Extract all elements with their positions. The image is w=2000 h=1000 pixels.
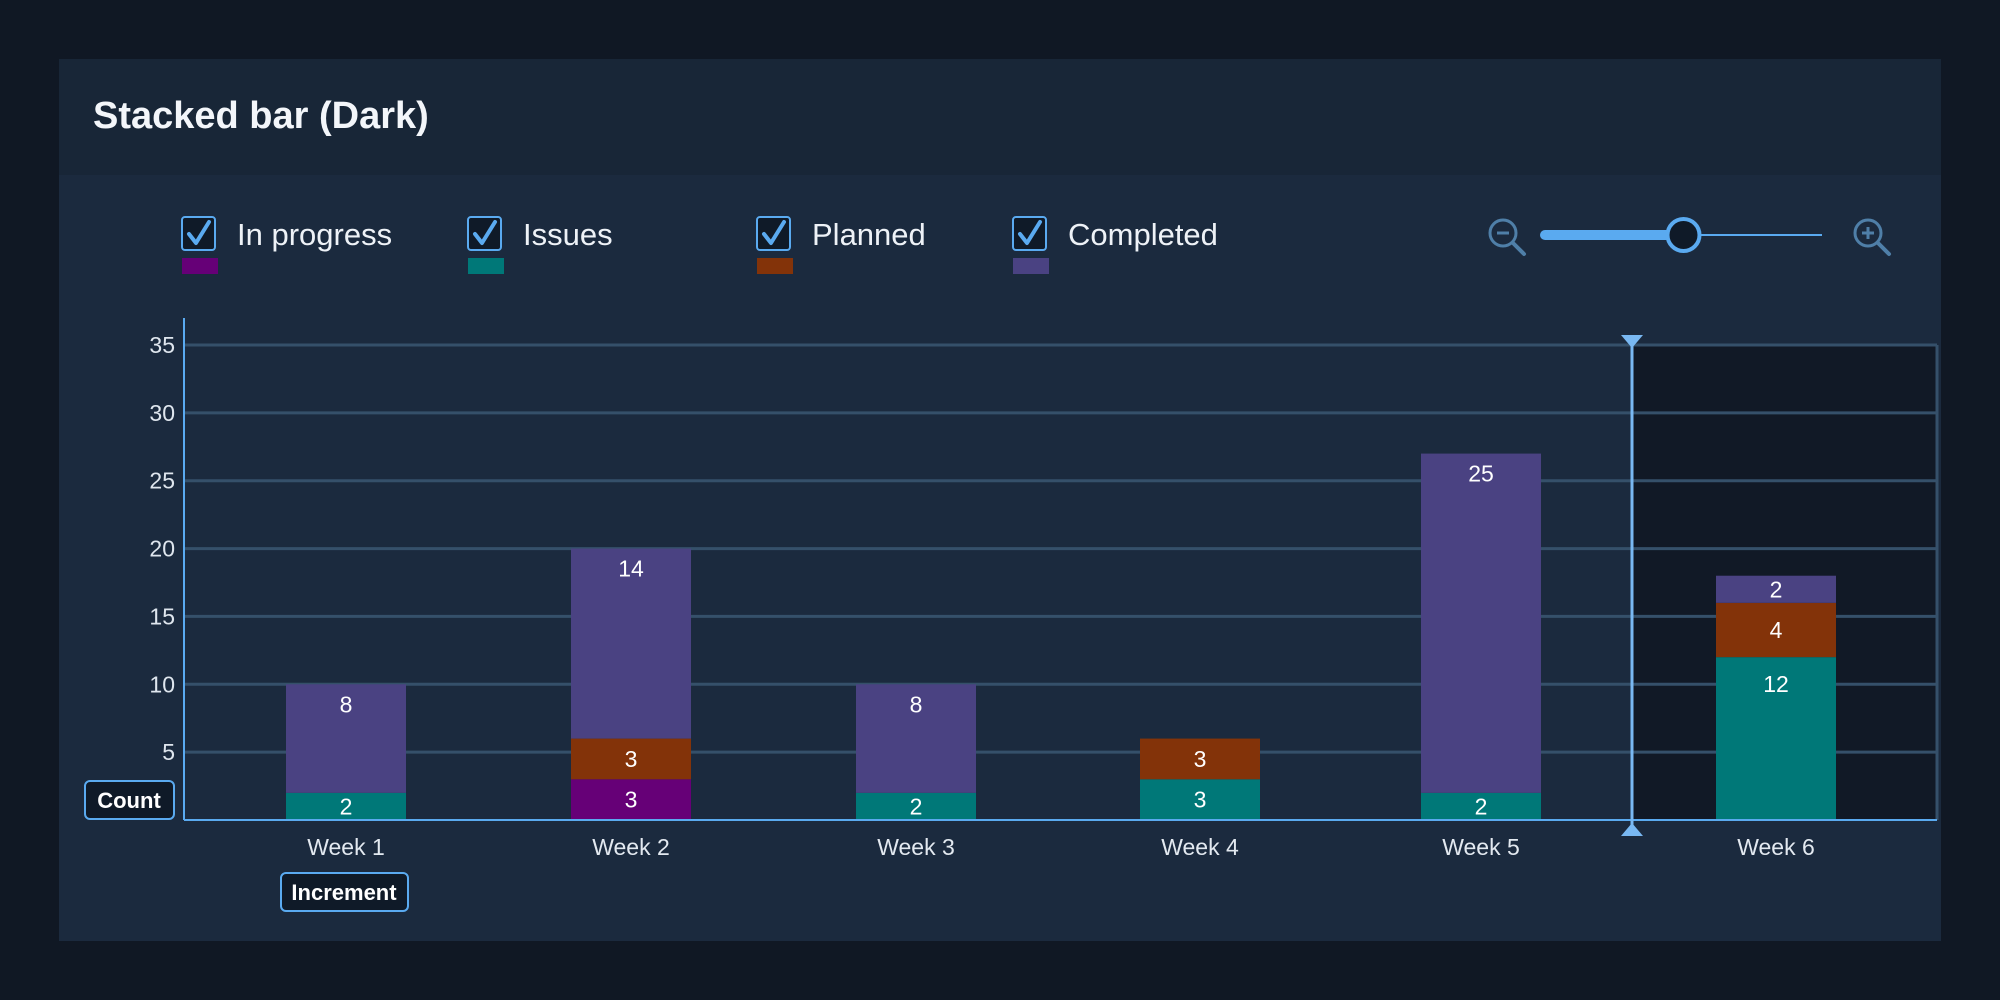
data-label-week-2-completed: 14 — [618, 556, 644, 582]
data-label-week-3-completed: 8 — [910, 691, 923, 717]
bar-week-4-issues[interactable] — [1140, 779, 1260, 820]
data-label-week-5-completed: 25 — [1468, 461, 1494, 487]
x-tick-label-week-5: Week 5 — [1442, 834, 1520, 860]
legend-in-progress-label: In progress — [237, 217, 392, 252]
zoom-slider-thumb[interactable] — [1665, 217, 1702, 253]
x-tick-label-week-4: Week 4 — [1161, 834, 1239, 860]
data-label-week-2-planned: 3 — [625, 746, 638, 772]
bar-week-3-issues[interactable] — [856, 792, 976, 820]
x-tick-label-week-1: Week 1 — [307, 834, 385, 860]
y-tick-label-25: 25 — [149, 468, 175, 494]
panel-header: Stacked bar (Dark) — [59, 59, 1941, 175]
x-axis-tag-box[interactable] — [280, 872, 409, 912]
x-tick-label-week-3: Week 3 — [877, 834, 955, 860]
data-label-week-4-planned: 3 — [1194, 746, 1207, 772]
checkmark-icon — [762, 220, 786, 245]
y-axis-tag-box[interactable] — [84, 780, 175, 820]
legend-issues-label: Issues — [523, 217, 613, 252]
data-label-week-6-planned: 4 — [1770, 617, 1783, 643]
data-label-week-4-issues: 3 — [1194, 787, 1207, 813]
checkmark-icon — [187, 220, 211, 245]
bar-week-3-completed[interactable] — [856, 684, 976, 793]
chart-title: Stacked bar (Dark) — [93, 95, 429, 137]
y-tick-label-20: 20 — [149, 536, 175, 562]
data-label-week-1-issues: 2 — [340, 793, 353, 819]
data-label-week-5-issues: 2 — [1475, 793, 1488, 819]
y-tick-label-30: 30 — [149, 400, 175, 426]
bar-week-1-completed[interactable] — [286, 684, 406, 793]
data-label-week-1-completed: 8 — [340, 691, 353, 717]
selection-handle-top[interactable] — [1621, 335, 1643, 348]
zoom-in-icon[interactable] — [1853, 218, 1883, 248]
checkmark-icon — [473, 220, 497, 245]
bar-week-1-issues[interactable] — [286, 792, 406, 820]
bar-week-6-issues[interactable] — [1716, 657, 1836, 820]
bar-week-5-completed[interactable] — [1421, 453, 1541, 793]
legend-completed-label: Completed — [1068, 217, 1218, 252]
legend-completed-swatch — [1013, 258, 1049, 274]
bar-week-5-issues[interactable] — [1421, 792, 1541, 820]
bar-week-6-planned[interactable] — [1716, 602, 1836, 658]
legend-planned-swatch — [757, 258, 793, 274]
zoom-out-handle — [1511, 241, 1526, 256]
data-label-week-2-in-progress: 3 — [625, 787, 638, 813]
x-tick-label-week-6: Week 6 — [1737, 834, 1815, 860]
x-tick-label-week-2: Week 2 — [592, 834, 670, 860]
data-label-week-6-issues: 12 — [1763, 671, 1789, 697]
y-tick-label-15: 15 — [149, 603, 175, 629]
y-axis-tag: Count — [97, 788, 161, 813]
checkmark-icon — [1018, 220, 1042, 245]
legend-planned-label: Planned — [812, 217, 926, 252]
legend-issues-swatch — [468, 258, 504, 274]
bar-week-2-in-progress[interactable] — [571, 779, 691, 820]
zoom-in-handle — [1876, 241, 1891, 256]
y-tick-label-35: 35 — [149, 332, 175, 358]
y-tick-label-5: 5 — [162, 739, 175, 765]
data-label-week-6-completed: 2 — [1770, 576, 1783, 602]
bar-week-6-completed[interactable] — [1716, 575, 1836, 603]
y-tick-label-10: 10 — [149, 671, 175, 697]
bar-week-2-planned[interactable] — [571, 738, 691, 780]
legend-in-progress-swatch — [182, 258, 218, 274]
selection-handle-bottom[interactable] — [1621, 823, 1643, 836]
x-axis-tag: Increment — [291, 880, 397, 905]
zoom-out-icon[interactable] — [1488, 218, 1518, 248]
bar-week-2-completed[interactable] — [571, 548, 691, 739]
data-label-week-3-issues: 2 — [910, 793, 923, 819]
bar-week-4-planned[interactable] — [1140, 738, 1260, 780]
